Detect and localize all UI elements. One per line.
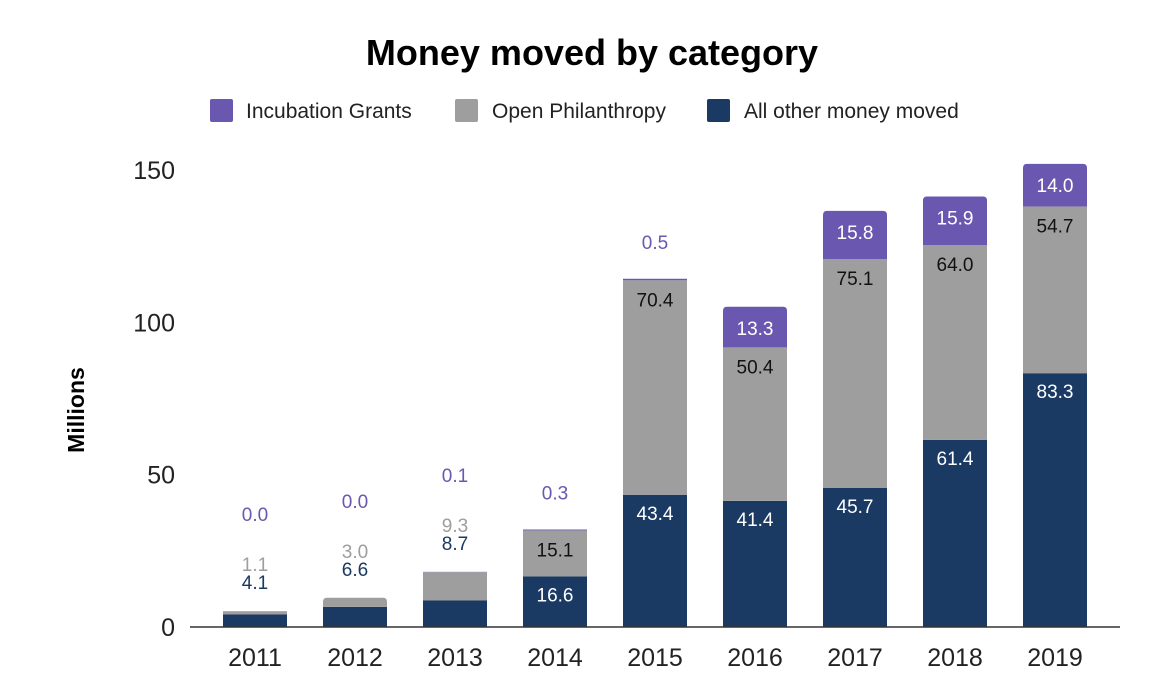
data-label-other: 61.4: [937, 449, 974, 470]
x-tick-label: 2019: [1027, 644, 1083, 672]
bar-open-philanthropy-2017: [823, 258, 887, 488]
data-label-other: 45.7: [837, 497, 874, 518]
bar-open-philanthropy-2018: [923, 244, 987, 440]
bar-series: [223, 163, 1087, 627]
legend-label-incubation-grants: Incubation Grants: [246, 100, 412, 123]
bar-incubation-grants-2017: [823, 210, 887, 259]
data-label-other: 41.4: [737, 510, 774, 531]
bar-open-philanthropy-2019: [1023, 206, 1087, 374]
data-label-incubation: 0.3: [542, 484, 568, 505]
data-label-incubation: 15.8: [837, 223, 874, 244]
data-label-other: 4.1: [242, 573, 268, 594]
bar-open-philanthropy-2014: [523, 530, 587, 577]
bar-incubation-grants-2019: [1023, 163, 1087, 207]
bar-open-philanthropy-2012: [323, 597, 387, 607]
bar-open-philanthropy-2016: [723, 347, 787, 501]
data-label-other: 43.4: [637, 504, 674, 525]
data-label-open-phil: 64.0: [937, 255, 974, 276]
legend-swatch-incubation-grants: [210, 99, 233, 122]
data-label-incubation: 0.1: [442, 466, 468, 487]
x-tick-label: 2014: [527, 644, 583, 672]
data-label-other: 83.3: [1037, 382, 1074, 403]
data-label-open-phil: 1.1: [242, 555, 268, 576]
y-tick-label: 100: [133, 309, 175, 337]
bar-all-other-money-moved-2018: [923, 439, 987, 627]
data-labels: 4.11.1 0.0 6.63.0 0.0 8.79.3 0.1 16.6 15.1 0.3 43…: [242, 176, 1074, 607]
data-label-other: 16.6: [537, 585, 574, 606]
bar-all-other-money-moved-2015: [623, 494, 687, 627]
data-label-incubation: 14.0: [1037, 176, 1074, 197]
bar-incubation-grants-2014: [523, 529, 587, 531]
bar-open-philanthropy-2011: [223, 611, 287, 615]
bar-all-other-money-moved-2012: [323, 606, 387, 627]
y-axis-label: Millions: [63, 367, 89, 453]
legend-swatch-all-other-money-moved: [707, 99, 730, 122]
data-label-other: 6.6: [342, 560, 368, 581]
x-tick-label: 2012: [327, 644, 383, 672]
bar-incubation-grants-2018: [923, 196, 987, 245]
x-tick-label: 2011: [228, 644, 282, 672]
y-tick-label: 0: [161, 614, 175, 642]
chart-legend: Incubation Grants Open Philanthropy All ot…: [210, 99, 959, 123]
x-axis-ticks: 2011 2012 2013 2014 2015 2016 2017 2018 2019: [228, 644, 1083, 672]
data-label-incubation: 15.9: [937, 209, 974, 230]
data-label-open-phil: 50.4: [737, 357, 774, 378]
bar-incubation-grants-2015: [623, 278, 687, 281]
data-label-open-phil: 54.7: [1037, 217, 1074, 238]
x-tick-label: 2015: [627, 644, 683, 672]
data-label-open-phil: 9.3: [442, 516, 468, 537]
bar-all-other-money-moved-2013: [423, 600, 487, 627]
x-tick-label: 2017: [827, 644, 883, 672]
chart-title: Money moved by category: [366, 32, 818, 73]
data-label-open-phil: 3.0: [342, 542, 368, 563]
bar-all-other-money-moved-2017: [823, 487, 887, 627]
data-label-incubation: 0.0: [342, 492, 368, 513]
data-label-other: 8.7: [442, 534, 468, 555]
bar-incubation-grants-2016: [723, 306, 787, 348]
data-label-incubation: 0.5: [642, 233, 668, 254]
bar-all-other-money-moved-2019: [1023, 373, 1087, 627]
data-label-open-phil: 15.1: [537, 540, 574, 561]
legend-swatch-open-philanthropy: [455, 99, 478, 122]
data-label-incubation: 13.3: [737, 319, 774, 340]
data-label-incubation: 0.0: [242, 505, 268, 526]
x-tick-label: 2013: [427, 644, 483, 672]
bar-open-philanthropy-2013: [423, 572, 487, 601]
y-tick-label: 50: [147, 462, 175, 490]
y-tick-label: 150: [133, 157, 175, 185]
data-label-open-phil: 75.1: [837, 269, 874, 290]
legend-label-all-other-money-moved: All other money moved: [744, 100, 959, 123]
data-label-open-phil: 70.4: [637, 290, 674, 311]
x-tick-label: 2016: [727, 644, 783, 672]
bar-all-other-money-moved-2016: [723, 500, 787, 627]
bar-all-other-money-moved-2014: [523, 576, 587, 627]
bar-open-philanthropy-2015: [623, 280, 687, 495]
bar-all-other-money-moved-2011: [223, 614, 287, 627]
x-tick-label: 2018: [927, 644, 983, 672]
legend-label-open-philanthropy: Open Philanthropy: [492, 100, 666, 123]
y-axis-ticks: 0 50 100 150: [133, 157, 175, 642]
